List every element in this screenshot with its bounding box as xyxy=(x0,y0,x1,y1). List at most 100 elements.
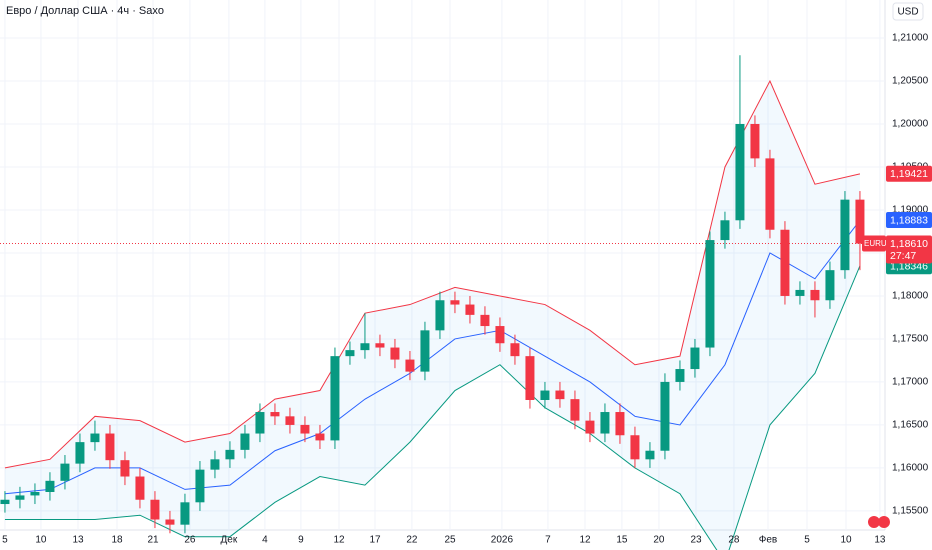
candle-body xyxy=(765,158,775,230)
candle-body xyxy=(660,381,670,451)
candle-body xyxy=(825,270,835,301)
price-tag xyxy=(886,212,932,229)
candle-body xyxy=(450,300,460,305)
candle-body xyxy=(120,460,130,477)
x-tick-label: 26 xyxy=(184,535,196,546)
band-line xyxy=(4,265,861,550)
candle-body xyxy=(315,433,325,441)
y-tick-label: 1,18000 xyxy=(892,291,929,302)
candle-body xyxy=(360,343,370,351)
candle-body xyxy=(210,459,220,470)
x-tick-label: 23 xyxy=(690,535,702,546)
candle-body xyxy=(240,433,250,450)
y-tick-label: 1,16500 xyxy=(892,420,929,431)
currency-button[interactable] xyxy=(892,2,924,21)
band-fill xyxy=(4,80,860,550)
y-tick-label: 1,16000 xyxy=(892,463,929,474)
candle-body xyxy=(30,491,40,496)
candle-body xyxy=(195,469,205,503)
candle-body xyxy=(615,412,625,436)
candle-body xyxy=(270,412,280,417)
candle-body xyxy=(330,356,340,441)
candle-body xyxy=(390,347,400,360)
candle-body xyxy=(255,412,265,434)
x-tick-label: 5 xyxy=(804,535,810,546)
candle-body xyxy=(585,420,595,434)
candle-body xyxy=(840,199,850,271)
y-tick-label: 1,17500 xyxy=(892,334,929,345)
candle-body xyxy=(375,343,385,348)
candle-body xyxy=(510,343,520,357)
candle-body xyxy=(0,499,10,505)
x-tick-label: 17 xyxy=(369,535,381,546)
candle-body xyxy=(570,399,580,421)
candle-body xyxy=(165,519,175,525)
x-tick-label: 15 xyxy=(616,535,628,546)
y-tick-label: 1,15500 xyxy=(892,506,929,517)
candle-body xyxy=(15,495,25,500)
x-tick-label: 4 xyxy=(262,535,268,546)
x-tick-label: 13 xyxy=(874,535,886,546)
x-tick-label: Фев xyxy=(759,535,777,546)
candle-body xyxy=(780,229,790,296)
currency-label: USD xyxy=(897,7,918,18)
candle-body xyxy=(435,300,445,331)
candle-body xyxy=(405,359,415,372)
candle-body xyxy=(525,356,535,400)
candle-body xyxy=(75,442,85,464)
x-tick-label: 20 xyxy=(653,535,665,546)
y-tick-label: 1,21000 xyxy=(892,33,929,44)
price-tag-label: 1,18883 xyxy=(890,214,928,226)
candle-body xyxy=(555,390,565,400)
candle-body xyxy=(720,220,730,241)
x-tick-label: 7 xyxy=(545,535,551,546)
x-tick-label: 9 xyxy=(298,535,304,546)
candle-body xyxy=(735,123,745,221)
x-tick-label: 12 xyxy=(579,535,591,546)
candle-body xyxy=(90,433,100,443)
candle-body xyxy=(675,369,685,382)
y-tick-label: 1,19000 xyxy=(892,205,929,216)
candle-body xyxy=(690,347,700,370)
countdown-label: 27:47 xyxy=(890,250,916,262)
band-line xyxy=(4,219,861,495)
candle-body xyxy=(600,412,610,434)
candle-body xyxy=(645,450,655,460)
candle-body xyxy=(855,199,865,244)
candle-body xyxy=(345,350,355,357)
chart-title: Евро / Доллар США · 4ч · Saxo xyxy=(6,5,164,17)
x-tick-label: 21 xyxy=(147,535,159,546)
candle-body xyxy=(465,304,475,315)
x-tick-label: 10 xyxy=(840,535,852,546)
price-tag-label: 1,19421 xyxy=(890,168,928,180)
candle-body xyxy=(750,123,760,159)
y-tick-label: 1,17000 xyxy=(892,377,929,388)
symbol-tag xyxy=(862,235,886,252)
x-tick-label: 2026 xyxy=(491,535,514,546)
candle-body xyxy=(630,435,640,460)
candle-body xyxy=(810,289,820,301)
candle-body xyxy=(795,289,805,296)
x-tick-label: 22 xyxy=(406,535,418,546)
event-icon[interactable] xyxy=(868,516,880,528)
symbol-label: EURUSD xyxy=(864,239,898,248)
candle-body xyxy=(495,326,505,344)
candle-body xyxy=(540,390,550,400)
plot xyxy=(0,0,885,550)
candle-body xyxy=(105,433,115,461)
x-tick-label: 28 xyxy=(728,535,740,546)
candle-body xyxy=(45,480,55,492)
x-tick-label: 18 xyxy=(111,535,123,546)
event-icon[interactable] xyxy=(878,516,890,528)
price-tag xyxy=(886,165,932,182)
candle-body xyxy=(480,314,490,327)
candle-body xyxy=(60,463,70,481)
candle-body xyxy=(420,330,430,372)
x-tick-label: Дек xyxy=(221,535,238,546)
x-tick-label: 10 xyxy=(35,535,47,546)
y-tick-label: 1,20500 xyxy=(892,76,929,87)
band-line xyxy=(4,79,861,469)
x-tick-label: 25 xyxy=(444,535,456,546)
x-tick-label: 13 xyxy=(72,535,84,546)
